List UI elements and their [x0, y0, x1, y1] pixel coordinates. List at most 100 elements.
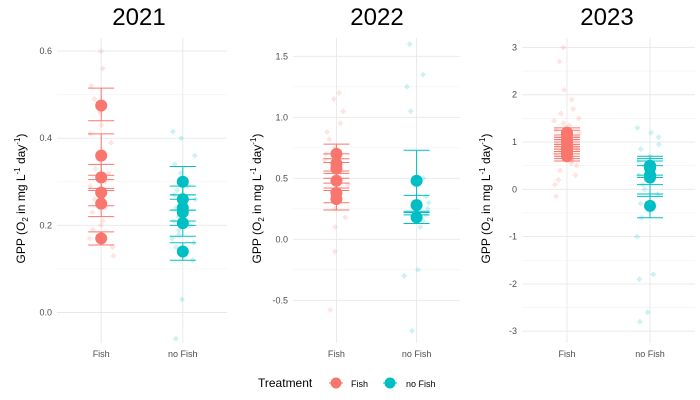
raw-point — [576, 129, 583, 136]
y-axis-label: GPP (O2 in mg L-1 day-1) — [478, 134, 495, 264]
x-tick-label-no-fish: no Fish — [402, 349, 432, 359]
raw-point — [408, 327, 415, 334]
raw-point — [168, 235, 175, 242]
mean-point — [330, 193, 343, 206]
raw-point — [637, 146, 644, 153]
raw-point — [551, 181, 558, 188]
mean-point — [176, 206, 189, 219]
legend-item-fish: Fish — [329, 377, 368, 389]
raw-point — [650, 271, 657, 278]
raw-point — [560, 120, 567, 127]
raw-point — [636, 276, 643, 283]
raw-point — [109, 244, 116, 251]
panel-2021: 0.0 0.2 0.4 0.6 Fish no Fish 2021 GPP (O2 in mg… — [13, 4, 227, 359]
raw-point — [91, 196, 98, 203]
raw-point — [179, 296, 186, 303]
y-tick-label: -3 — [509, 326, 517, 336]
chart-panels: 0.0 0.2 0.4 0.6 Fish no Fish 2021 GPP (O2 in mg… — [13, 4, 695, 359]
raw-point — [91, 96, 98, 102]
raw-point — [555, 176, 562, 183]
raw-point — [424, 205, 431, 212]
raw-point — [330, 96, 337, 102]
raw-point — [89, 226, 96, 233]
legend-label-fish: Fish — [351, 379, 368, 389]
mean-point — [410, 211, 423, 224]
raw-point — [175, 231, 182, 238]
legend-item-no-fish: no Fish — [383, 377, 436, 389]
mean-point — [410, 174, 423, 187]
mean-point — [95, 186, 108, 199]
y-tick-label: 0.0 — [39, 308, 52, 318]
raw-point — [570, 105, 577, 112]
raw-point — [560, 44, 567, 51]
raw-point — [88, 82, 95, 89]
raw-point — [419, 71, 426, 78]
legend-label-no-fish: no Fish — [406, 379, 436, 389]
raw-point — [573, 162, 580, 169]
legend: Treatment Fish no Fish — [258, 376, 436, 390]
y-tick-label: 2 — [512, 90, 517, 100]
raw-point — [340, 108, 347, 115]
series-no-fish — [634, 124, 664, 325]
series-fish — [321, 89, 352, 314]
raw-point — [568, 96, 575, 103]
raw-point — [331, 248, 338, 255]
raw-point — [105, 170, 112, 177]
panel-title: 2022 — [350, 4, 403, 31]
raw-point — [637, 200, 644, 207]
mean-point — [95, 232, 108, 245]
y-tick-label: 0.6 — [39, 46, 52, 56]
raw-point — [425, 199, 432, 206]
raw-point — [634, 233, 641, 240]
mean-point — [176, 217, 189, 230]
legend-title: Treatment — [258, 376, 313, 390]
mean-point — [176, 245, 189, 258]
raw-point — [551, 117, 558, 124]
x-tick-label-no-fish: no Fish — [168, 349, 198, 359]
raw-point — [406, 41, 413, 48]
raw-point — [417, 224, 424, 231]
raw-point — [568, 160, 575, 167]
raw-point — [99, 218, 106, 224]
series-no-fish — [401, 41, 432, 334]
raw-point — [557, 110, 564, 117]
raw-point — [92, 165, 99, 172]
mean-point — [95, 171, 108, 184]
raw-point — [414, 266, 421, 273]
raw-point — [191, 152, 198, 159]
raw-point — [422, 193, 429, 200]
raw-point — [169, 128, 176, 135]
raw-point — [97, 222, 104, 229]
y-axis-label: GPP (O2 in mg L-1 day-1) — [13, 134, 30, 264]
y-tick-label: 0.5 — [275, 173, 288, 183]
raw-point — [337, 120, 344, 127]
raw-point — [108, 139, 115, 146]
raw-point — [87, 183, 94, 190]
raw-point — [89, 209, 96, 216]
x-tick-label-fish: Fish — [328, 349, 345, 359]
y-tick-label: 1 — [512, 137, 517, 147]
y-tick-label: 1.5 — [275, 51, 288, 61]
raw-point — [575, 115, 582, 122]
raw-point — [97, 48, 104, 55]
mean-point — [644, 199, 657, 212]
raw-point — [332, 224, 339, 231]
x-tick-label-fish: Fish — [558, 349, 575, 359]
mean-point — [95, 99, 108, 112]
raw-point — [636, 318, 643, 325]
raw-point — [401, 272, 408, 279]
y-tick-label: 0.2 — [39, 220, 52, 230]
raw-point — [641, 186, 648, 193]
raw-point — [177, 170, 184, 177]
raw-point — [326, 136, 333, 143]
raw-point — [647, 129, 654, 136]
raw-point — [342, 214, 349, 221]
legend-dot-fish — [330, 377, 342, 389]
series-fish — [551, 44, 583, 200]
raw-point — [655, 134, 662, 141]
y-tick-label: 0.4 — [39, 133, 52, 143]
raw-point — [174, 187, 181, 194]
raw-point — [173, 244, 180, 251]
mean-point — [176, 193, 189, 206]
mean-point — [95, 197, 108, 210]
